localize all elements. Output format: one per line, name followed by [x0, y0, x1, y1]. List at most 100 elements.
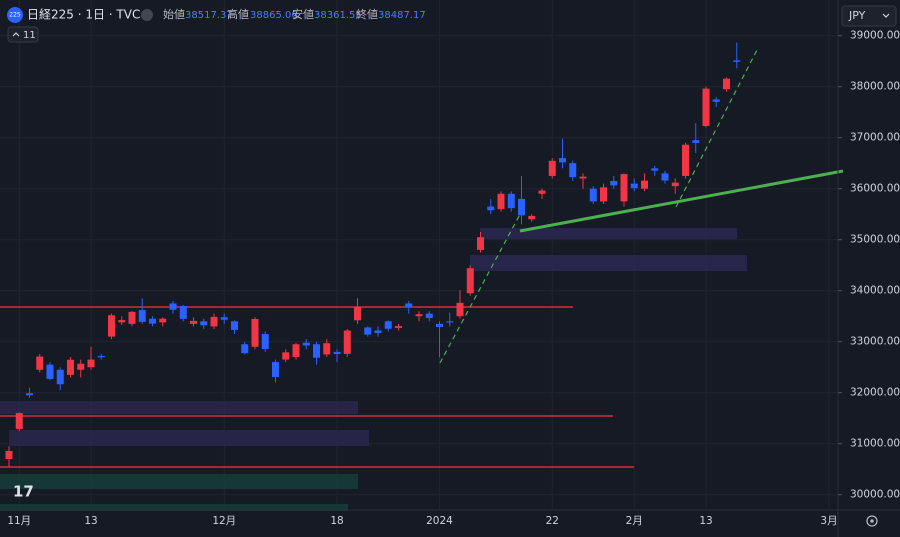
candle-body	[77, 363, 85, 370]
chevron	[12, 32, 20, 37]
candle-body	[682, 144, 689, 176]
candle-body	[466, 268, 474, 294]
candle-body	[36, 356, 44, 370]
candle-body	[210, 316, 218, 327]
candle-body	[118, 320, 126, 323]
indicator-toggle[interactable]	[7, 26, 39, 43]
y-tick-label: 34000.00	[850, 285, 900, 297]
candle-body	[651, 168, 659, 171]
candle-body	[272, 362, 279, 378]
settings-icon	[870, 519, 874, 523]
y-tick-label: 30000.00	[850, 489, 900, 501]
candle-body	[559, 158, 566, 163]
candle-body	[159, 318, 167, 323]
currency: JPY	[848, 9, 866, 22]
indicator-count: 11	[23, 30, 36, 41]
y-tick-label: 32000.00	[850, 387, 900, 399]
y-tick-label: 36000.00	[850, 183, 900, 195]
candle-body	[630, 183, 638, 189]
candle-body	[190, 320, 197, 324]
y-tick-label: 31000.00	[850, 438, 900, 450]
candle-body	[723, 78, 730, 90]
candle-body	[67, 359, 74, 375]
candle-body	[15, 413, 23, 429]
zone	[0, 401, 358, 414]
candle-body	[108, 315, 115, 337]
currency-select[interactable]	[841, 5, 897, 27]
candle-body	[436, 323, 443, 328]
logo: 17	[13, 483, 34, 501]
candle-body	[46, 364, 54, 379]
zone	[470, 255, 747, 271]
candle-body	[149, 318, 156, 324]
trend-line	[675, 49, 758, 208]
candle-body	[477, 237, 484, 250]
x-tick-label: 2月	[626, 515, 643, 527]
candle-body	[220, 317, 228, 320]
candle-body	[661, 173, 669, 181]
y-tick-label: 35000.00	[850, 234, 900, 246]
candle-body	[384, 321, 392, 329]
candle-body	[671, 182, 679, 187]
candle-body	[251, 319, 259, 347]
candle-body	[579, 176, 587, 179]
candle-body	[292, 344, 300, 357]
symbol-icon-text: 225	[9, 12, 21, 19]
trend-line	[439, 204, 526, 364]
candle-body	[231, 321, 238, 330]
candle-body	[354, 307, 361, 321]
x-tick-label: 22	[546, 515, 559, 527]
candle-body	[702, 88, 710, 126]
candle-body	[425, 313, 433, 319]
candle-body	[487, 206, 495, 211]
candle-body	[26, 393, 33, 396]
ohlc-value: 38865.06	[250, 10, 298, 21]
y-tick-label: 39000.00	[850, 30, 900, 42]
candle-body	[641, 180, 648, 189]
candle-body	[323, 343, 331, 355]
zone	[480, 228, 737, 239]
candle-body	[179, 306, 187, 319]
candle-body	[548, 160, 556, 176]
ohlc-label: 終値	[356, 7, 378, 21]
candle-body	[343, 330, 351, 354]
candle-body	[589, 188, 597, 202]
candle-body	[600, 187, 607, 202]
y-tick-label: 33000.00	[850, 336, 900, 348]
x-tick-label: 13	[699, 515, 712, 527]
y-tick-label: 37000.00	[850, 132, 900, 144]
zone	[0, 474, 358, 489]
x-tick-label: 13	[84, 515, 97, 527]
x-tick-label: 3月	[820, 515, 837, 527]
candle-body	[5, 450, 13, 459]
candle-body	[374, 330, 382, 334]
candle-body	[569, 163, 577, 178]
symbol-icon	[7, 7, 23, 23]
candles	[5, 42, 741, 467]
candle-body	[138, 310, 146, 322]
candle-body	[97, 355, 105, 358]
x-tick-label: 18	[330, 515, 343, 527]
candle-body	[620, 174, 628, 202]
chart-title[interactable]: 日経225 · 1日 · TVC	[27, 8, 140, 22]
candle-body	[241, 344, 249, 354]
candle-body	[507, 193, 515, 209]
candle-body	[261, 334, 269, 349]
x-tick-label: 12月	[212, 515, 236, 527]
candle-body	[313, 344, 320, 358]
candle-body	[456, 302, 464, 317]
candle-body	[56, 369, 64, 385]
ohlc-label: 始値	[163, 7, 185, 21]
zone	[0, 504, 348, 511]
ohlc-label: 高値	[227, 7, 249, 21]
candle-body	[497, 193, 505, 210]
settings-icon[interactable]	[866, 515, 878, 527]
candle-body	[302, 342, 310, 346]
ohlc-value: 38517.37	[185, 10, 233, 21]
candle-body	[364, 327, 372, 335]
candle-body	[712, 99, 720, 102]
candle-body	[395, 326, 402, 328]
candle-body	[528, 215, 536, 220]
